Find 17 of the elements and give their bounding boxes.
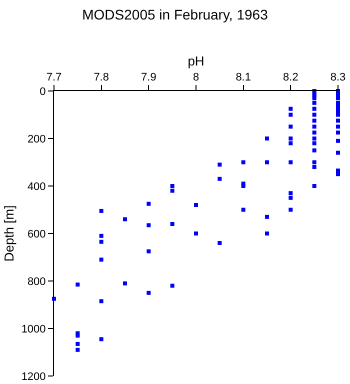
- x-tick-label: 7.7: [46, 72, 62, 84]
- y-tick-label: 1200: [21, 370, 46, 383]
- y-tick-label: 0: [40, 86, 46, 98]
- y-tick-label: 1000: [21, 323, 46, 336]
- chart-title: MODS2005 in February, 1963: [82, 6, 268, 22]
- y-tick-label: 800: [27, 276, 46, 288]
- x-tick-label: 8.3: [330, 72, 346, 84]
- y-axis-title: Depth [m]: [1, 205, 16, 262]
- y-tick-label: 400: [27, 180, 46, 193]
- x-tick-label: 7.8: [94, 72, 109, 84]
- y-tick-label: 200: [27, 133, 46, 146]
- x-tick-label: 7.9: [141, 72, 156, 84]
- x-axis-title: pH: [188, 54, 204, 69]
- x-tick-label: 8.2: [283, 72, 298, 84]
- x-tick-label: 8.1: [236, 72, 251, 84]
- x-tick-label: 8: [192, 72, 200, 84]
- y-tick-label: 600: [27, 228, 46, 240]
